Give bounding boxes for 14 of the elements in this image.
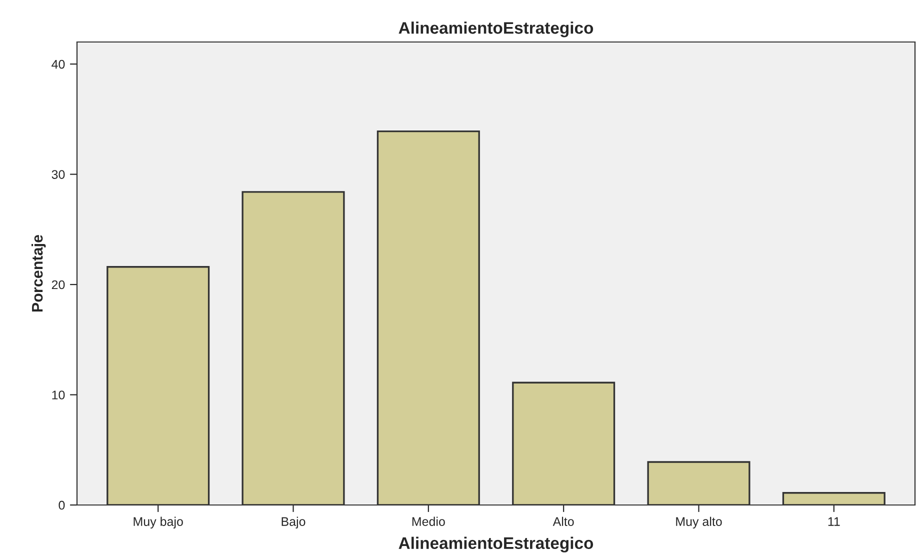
y-tick-label: 30 [52, 170, 65, 179]
x-tick-label: Muy alto [676, 516, 722, 528]
x-tick-label: Medio [412, 516, 445, 526]
x-tick-label: Muy bajo [134, 516, 183, 528]
x-tick-label: Alto [552, 516, 574, 526]
y-tick-label: 10 [52, 390, 65, 400]
y-tick-label: 20 [52, 280, 65, 290]
x-axis-title: AlineamientoEstrategico [398, 536, 594, 552]
y-tick-label: 40 [52, 60, 65, 69]
y-tick-label: 0 [58, 500, 65, 510]
x-tick-label: 11 [828, 517, 840, 526]
y-axis-title: Porcentaje [31, 234, 46, 312]
x-tick-label: Bajo [282, 516, 306, 528]
chart-title: AlineamientoEstrategico [398, 22, 594, 38]
